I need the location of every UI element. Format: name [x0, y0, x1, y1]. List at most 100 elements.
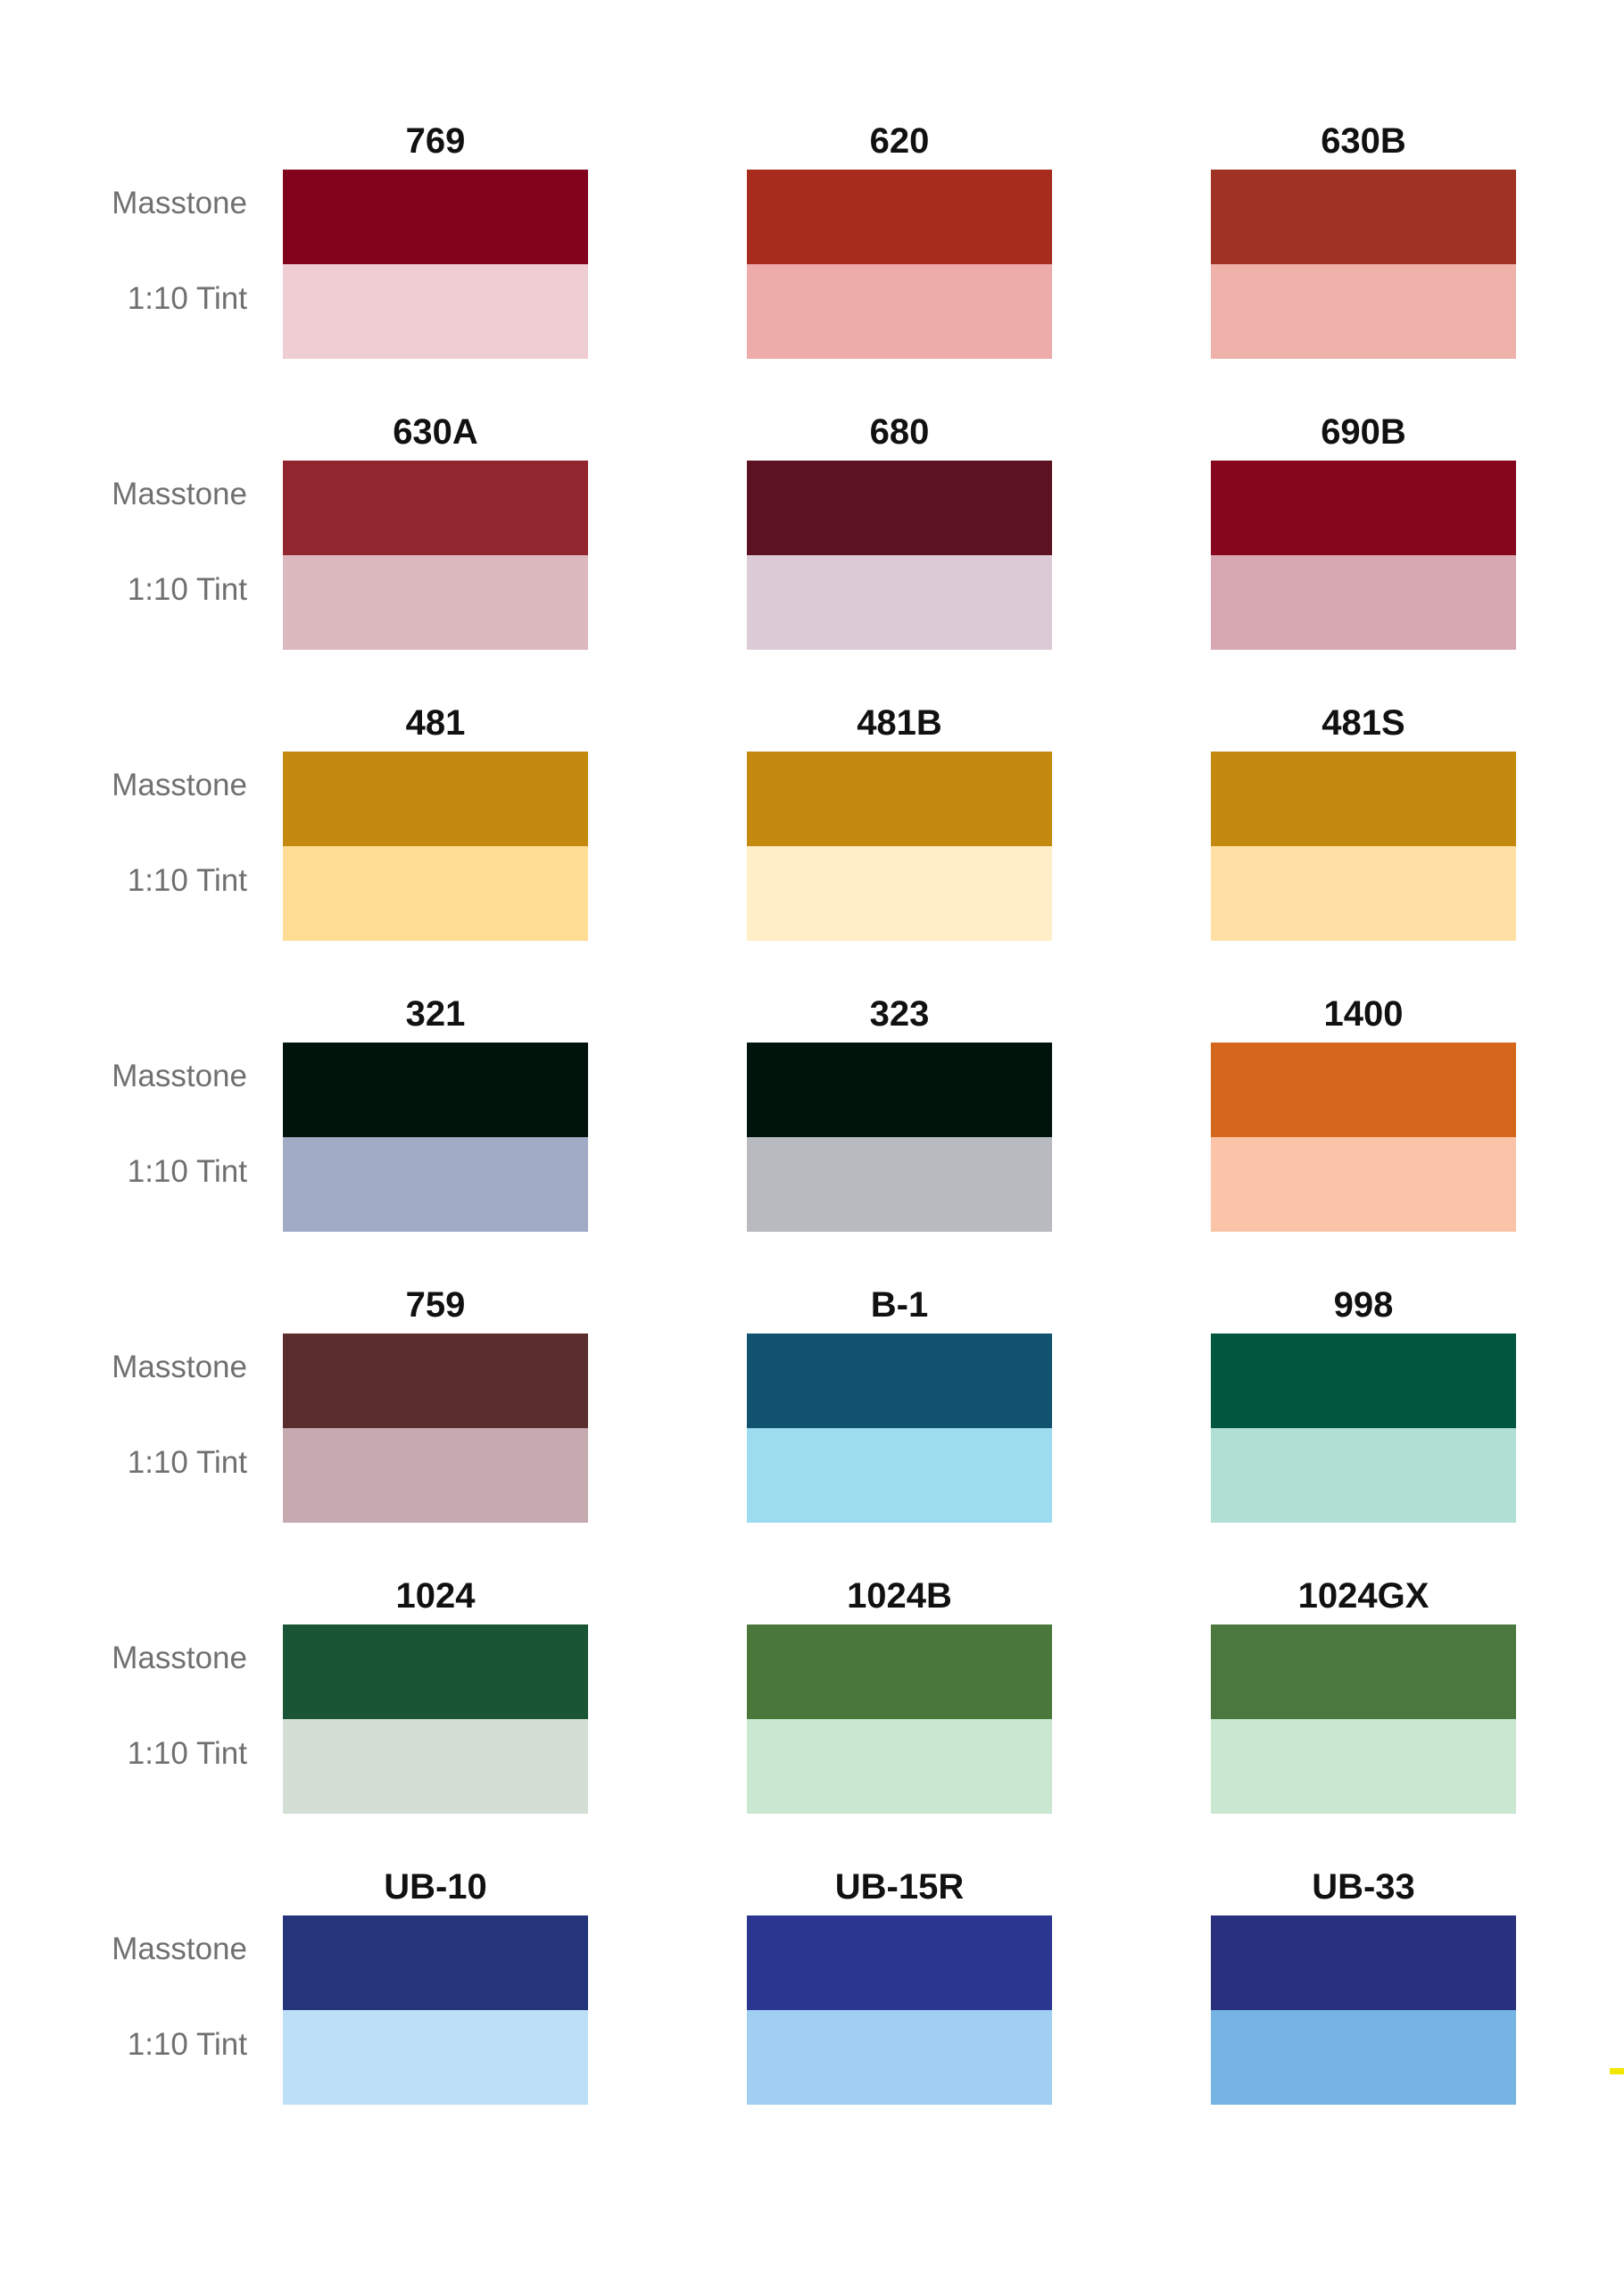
swatch-row-2: Masstone 1:10 Tint 630A 680 690B [0, 407, 1624, 697]
masstone-swatch [283, 1043, 588, 1137]
swatch-name: 620 [869, 121, 930, 161]
swatch-card: 759 [283, 1280, 588, 1570]
swatch-card: 1400 [1211, 989, 1516, 1279]
tint-swatch [747, 2010, 1052, 2105]
tint-swatch [1211, 846, 1516, 941]
tint-label: 1:10 Tint [127, 281, 247, 316]
tint-swatch [1211, 555, 1516, 650]
swatch-card: 481S [1211, 698, 1516, 988]
tint-label: 1:10 Tint [127, 863, 247, 898]
swatch-card: UB-15R [747, 1862, 1052, 2152]
swatch-name: 1024B [847, 1576, 952, 1616]
swatch-card: 998 [1211, 1280, 1516, 1570]
masstone-label: Masstone [112, 1932, 247, 1966]
tint-swatch [1211, 2010, 1516, 2105]
masstone-label: Masstone [112, 1059, 247, 1093]
swatch-name: 1400 [1323, 994, 1404, 1034]
masstone-swatch [1211, 1624, 1516, 1719]
masstone-swatch [747, 1915, 1052, 2010]
tint-swatch [283, 1428, 588, 1523]
swatch-name: 680 [869, 412, 930, 452]
tint-label: 1:10 Tint [127, 1736, 247, 1771]
swatch-row-5: Masstone 1:10 Tint 759 B-1 998 [0, 1280, 1624, 1570]
swatch-name: 690B [1321, 412, 1406, 452]
masstone-swatch [283, 1624, 588, 1719]
masstone-swatch [283, 1334, 588, 1428]
swatch-name: 481S [1322, 703, 1405, 743]
swatch-card: 1024 [283, 1571, 588, 1861]
tint-swatch [283, 846, 588, 941]
tint-swatch [1211, 1719, 1516, 1814]
masstone-swatch [1211, 752, 1516, 846]
swatch-card: 1024B [747, 1571, 1052, 1861]
masstone-swatch [747, 1334, 1052, 1428]
tint-swatch [283, 2010, 588, 2105]
swatch-name: 630B [1321, 121, 1406, 161]
tint-swatch [1211, 1428, 1516, 1523]
swatch-name: 321 [405, 994, 466, 1034]
swatch-card: 323 [747, 989, 1052, 1279]
swatch-card: UB-10 [283, 1862, 588, 2152]
masstone-label: Masstone [112, 1350, 247, 1384]
tint-swatch [747, 1428, 1052, 1523]
tint-label: 1:10 Tint [127, 1154, 247, 1189]
swatch-card: 620 [747, 116, 1052, 406]
swatch-name: B-1 [870, 1285, 929, 1325]
swatch-name: 630A [393, 412, 478, 452]
swatch-name: 769 [405, 121, 466, 161]
swatch-card: 630B [1211, 116, 1516, 406]
tint-swatch [283, 1137, 588, 1232]
tint-label: 1:10 Tint [127, 572, 247, 607]
tint-swatch [1211, 264, 1516, 359]
masstone-swatch [283, 1915, 588, 2010]
masstone-swatch [1211, 1915, 1516, 2010]
swatch-row-6: Masstone 1:10 Tint 1024 1024B 1024GX [0, 1571, 1624, 1861]
tint-swatch [283, 264, 588, 359]
swatch-card: 630A [283, 407, 588, 697]
masstone-swatch [283, 461, 588, 555]
swatch-name: 481 [405, 703, 466, 743]
tint-swatch [747, 846, 1052, 941]
masstone-swatch [283, 752, 588, 846]
masstone-swatch [1211, 1334, 1516, 1428]
swatch-card: 690B [1211, 407, 1516, 697]
swatch-row-7: Masstone 1:10 Tint UB-10 UB-15R UB-33 [0, 1862, 1624, 2152]
swatch-name: 998 [1333, 1285, 1394, 1325]
swatch-name: 1024GX [1297, 1576, 1429, 1616]
masstone-label: Masstone [112, 768, 247, 802]
tint-swatch [747, 1719, 1052, 1814]
swatch-card: 321 [283, 989, 588, 1279]
swatch-card: 481B [747, 698, 1052, 988]
swatch-card: 481 [283, 698, 588, 988]
swatch-card: 769 [283, 116, 588, 406]
masstone-label: Masstone [112, 1641, 247, 1675]
swatch-name: 759 [405, 1285, 466, 1325]
tint-swatch [747, 1137, 1052, 1232]
swatch-card: 680 [747, 407, 1052, 697]
swatch-row-3: Masstone 1:10 Tint 481 481B 481S [0, 698, 1624, 988]
swatch-row-4: Masstone 1:10 Tint 321 323 1400 [0, 989, 1624, 1279]
yellow-edge-mark [1610, 2068, 1624, 2074]
masstone-swatch [283, 170, 588, 264]
masstone-swatch [747, 1043, 1052, 1137]
masstone-swatch [1211, 170, 1516, 264]
masstone-label: Masstone [112, 186, 247, 220]
swatch-card: B-1 [747, 1280, 1052, 1570]
masstone-swatch [747, 461, 1052, 555]
masstone-swatch [1211, 461, 1516, 555]
masstone-swatch [747, 170, 1052, 264]
masstone-swatch [747, 1624, 1052, 1719]
swatch-name: UB-10 [384, 1867, 487, 1907]
swatch-row-1: Masstone 1:10 Tint 769 620 630B [0, 116, 1624, 406]
tint-label: 1:10 Tint [127, 2027, 247, 2062]
swatch-card: 1024GX [1211, 1571, 1516, 1861]
tint-swatch [1211, 1137, 1516, 1232]
swatch-card: UB-33 [1211, 1862, 1516, 2152]
tint-swatch [283, 555, 588, 650]
tint-swatch [747, 555, 1052, 650]
tint-swatch [747, 264, 1052, 359]
swatch-name: UB-15R [834, 1867, 965, 1907]
tint-swatch [283, 1719, 588, 1814]
swatch-name: 1024 [395, 1576, 476, 1616]
